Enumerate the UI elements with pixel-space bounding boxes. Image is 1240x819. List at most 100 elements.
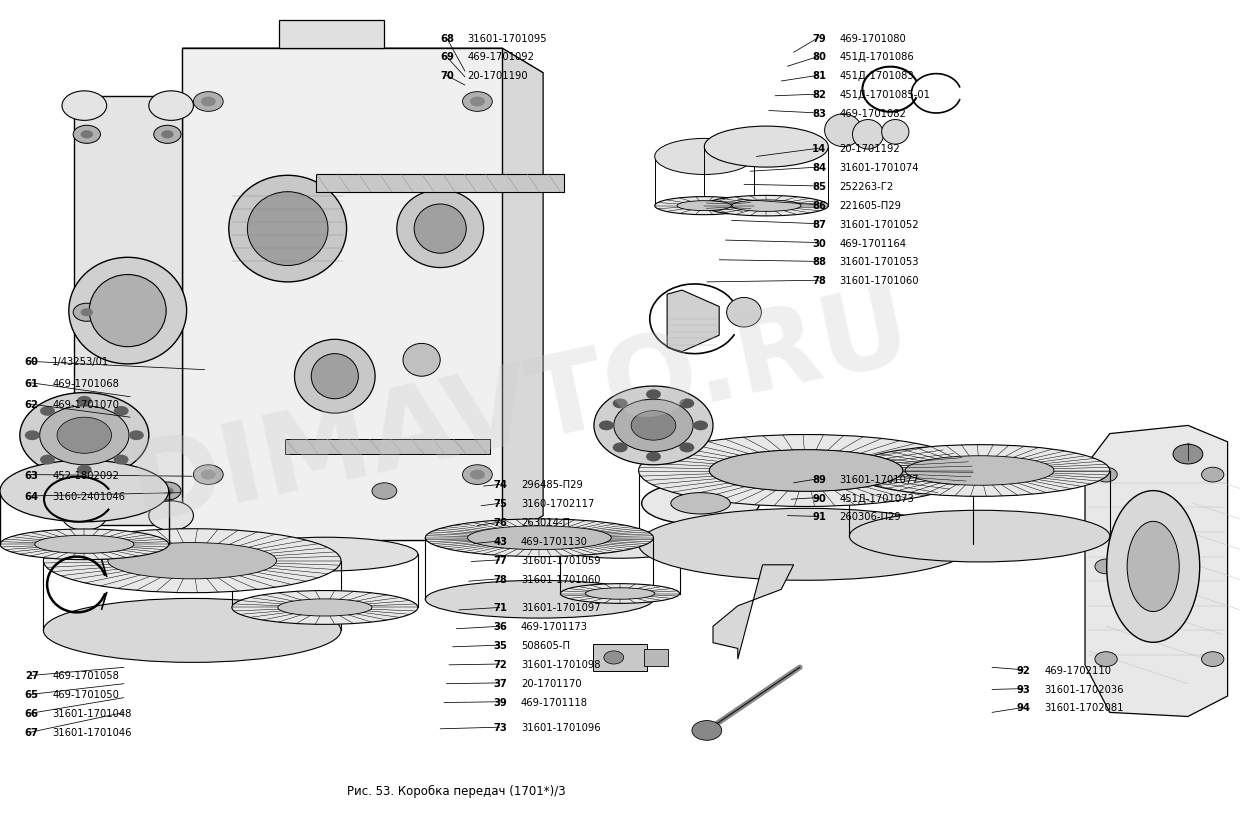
Text: 69: 69 bbox=[440, 52, 454, 62]
Circle shape bbox=[40, 406, 129, 465]
Text: 86: 86 bbox=[812, 201, 826, 210]
Text: 469-1701080: 469-1701080 bbox=[839, 34, 906, 43]
Circle shape bbox=[161, 487, 174, 495]
Circle shape bbox=[599, 421, 614, 431]
Circle shape bbox=[631, 411, 676, 441]
Circle shape bbox=[1173, 445, 1203, 464]
Text: 31601-1701046: 31601-1701046 bbox=[52, 727, 131, 737]
Ellipse shape bbox=[467, 526, 611, 550]
Circle shape bbox=[73, 482, 100, 500]
Circle shape bbox=[40, 406, 55, 416]
Ellipse shape bbox=[709, 450, 903, 491]
Circle shape bbox=[149, 501, 193, 531]
Text: 76: 76 bbox=[494, 518, 507, 527]
Text: 469-1701070: 469-1701070 bbox=[52, 400, 119, 410]
Text: 88: 88 bbox=[812, 257, 826, 267]
Text: 78: 78 bbox=[494, 574, 507, 584]
FancyBboxPatch shape bbox=[285, 440, 490, 455]
Text: 74: 74 bbox=[494, 480, 507, 490]
Circle shape bbox=[1095, 468, 1117, 482]
Text: 452-1802092: 452-1802092 bbox=[52, 470, 119, 480]
Text: 89: 89 bbox=[812, 474, 826, 484]
Text: 20-1701192: 20-1701192 bbox=[839, 144, 900, 154]
Ellipse shape bbox=[278, 600, 372, 616]
Ellipse shape bbox=[311, 354, 358, 399]
Text: 20-1701190: 20-1701190 bbox=[467, 71, 528, 81]
Text: 252263-Г2: 252263-Г2 bbox=[839, 182, 894, 192]
Text: 14: 14 bbox=[812, 144, 826, 154]
FancyBboxPatch shape bbox=[593, 645, 647, 671]
Text: 75: 75 bbox=[494, 499, 507, 509]
Text: 451Д-1701083: 451Д-1701083 bbox=[839, 71, 914, 81]
Circle shape bbox=[201, 470, 216, 480]
Circle shape bbox=[114, 406, 129, 416]
Ellipse shape bbox=[655, 197, 754, 215]
Text: 63: 63 bbox=[25, 470, 38, 480]
Circle shape bbox=[604, 651, 624, 664]
Circle shape bbox=[463, 93, 492, 112]
Ellipse shape bbox=[560, 539, 680, 559]
Ellipse shape bbox=[655, 139, 754, 175]
Text: 81: 81 bbox=[812, 71, 826, 81]
Text: 31601-1701097: 31601-1701097 bbox=[521, 603, 600, 613]
Circle shape bbox=[1202, 652, 1224, 667]
Text: 35: 35 bbox=[494, 640, 507, 650]
Polygon shape bbox=[279, 20, 384, 49]
Text: 94: 94 bbox=[1017, 703, 1030, 713]
Ellipse shape bbox=[247, 192, 327, 266]
Circle shape bbox=[201, 97, 216, 107]
Text: 31601-1701059: 31601-1701059 bbox=[521, 555, 600, 565]
Circle shape bbox=[1202, 468, 1224, 482]
Text: 31601-1701095: 31601-1701095 bbox=[467, 34, 547, 43]
Text: 80: 80 bbox=[812, 52, 826, 62]
FancyBboxPatch shape bbox=[316, 174, 564, 192]
Ellipse shape bbox=[882, 120, 909, 145]
Text: 64: 64 bbox=[25, 491, 38, 501]
Text: 30: 30 bbox=[812, 238, 826, 248]
Ellipse shape bbox=[677, 201, 732, 211]
Text: 61: 61 bbox=[25, 378, 38, 388]
Text: 73: 73 bbox=[494, 722, 507, 732]
Text: DIMAVTO.RU: DIMAVTO.RU bbox=[122, 274, 920, 545]
Ellipse shape bbox=[825, 115, 862, 147]
Circle shape bbox=[193, 93, 223, 112]
Text: 31601-1701074: 31601-1701074 bbox=[839, 163, 919, 173]
Text: 20-1701170: 20-1701170 bbox=[521, 678, 582, 688]
Ellipse shape bbox=[639, 435, 973, 507]
Text: 451Д-1701073: 451Д-1701073 bbox=[839, 493, 914, 503]
Circle shape bbox=[1095, 652, 1117, 667]
Ellipse shape bbox=[849, 446, 1110, 496]
Circle shape bbox=[114, 455, 129, 465]
Ellipse shape bbox=[709, 450, 903, 491]
Ellipse shape bbox=[905, 456, 1054, 486]
Text: 31601-1702081: 31601-1702081 bbox=[1044, 703, 1123, 713]
Circle shape bbox=[62, 92, 107, 121]
Circle shape bbox=[81, 487, 93, 495]
Circle shape bbox=[25, 431, 40, 441]
Ellipse shape bbox=[585, 588, 655, 600]
FancyBboxPatch shape bbox=[182, 49, 502, 541]
Text: 469-1701092: 469-1701092 bbox=[467, 52, 534, 62]
Ellipse shape bbox=[1127, 522, 1179, 612]
Text: 93: 93 bbox=[1017, 684, 1030, 694]
Circle shape bbox=[129, 431, 144, 441]
Circle shape bbox=[646, 390, 661, 400]
Text: 469-1701082: 469-1701082 bbox=[839, 109, 906, 119]
Text: 36: 36 bbox=[494, 622, 507, 631]
Text: 39: 39 bbox=[494, 697, 507, 707]
Text: 31601-1702036: 31601-1702036 bbox=[1044, 684, 1123, 694]
Circle shape bbox=[470, 470, 485, 480]
Polygon shape bbox=[182, 49, 502, 541]
Ellipse shape bbox=[295, 340, 374, 414]
Text: 1/43253/01: 1/43253/01 bbox=[52, 357, 109, 367]
Text: 469-1701058: 469-1701058 bbox=[52, 671, 119, 681]
Text: 3160-2401046: 3160-2401046 bbox=[52, 491, 125, 501]
Ellipse shape bbox=[228, 176, 346, 283]
Text: 31601-1701060: 31601-1701060 bbox=[521, 574, 600, 584]
Ellipse shape bbox=[232, 537, 418, 572]
Circle shape bbox=[463, 465, 492, 485]
Text: 67: 67 bbox=[25, 727, 38, 737]
Text: 31601-1701048: 31601-1701048 bbox=[52, 708, 131, 718]
Text: 72: 72 bbox=[494, 659, 507, 669]
Ellipse shape bbox=[89, 275, 166, 347]
